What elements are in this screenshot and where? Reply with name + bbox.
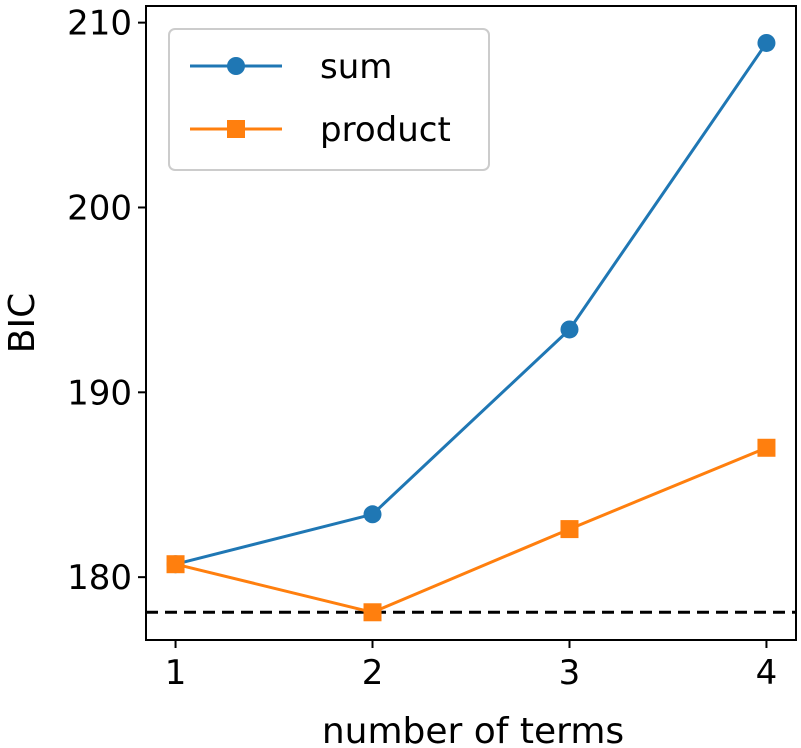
y-tick-label: 180 [67, 558, 132, 598]
point-product-3 [560, 520, 579, 539]
point-product-2 [363, 603, 382, 622]
x-axis-label: number of terms [322, 711, 624, 748]
series-line-sum [175, 42, 768, 566]
x-tick-label: 3 [559, 653, 581, 693]
point-sum-4 [757, 33, 776, 52]
plot-area [146, 33, 796, 622]
axis-ticks: 1 2 3 4 180 190 200 210 [67, 4, 777, 693]
legend: sum product [168, 28, 490, 171]
legend-product-marker [227, 120, 245, 138]
axes-frame [145, 5, 797, 641]
y-tick-label: 200 [67, 188, 132, 228]
x-tick-label: 1 [165, 653, 187, 693]
legend-sum-label: sum [320, 47, 392, 87]
point-sum-2 [363, 505, 382, 524]
legend-product-label: product [320, 110, 451, 150]
legend-box [168, 28, 490, 171]
point-sum-3 [560, 320, 579, 339]
x-tick-label: 2 [362, 653, 384, 693]
y-tick-label: 190 [67, 373, 132, 413]
x-tick-label: 4 [756, 653, 778, 693]
series-line-product [175, 446, 768, 614]
point-product-4 [757, 438, 776, 457]
point-product-1 [166, 555, 185, 574]
legend-sum-marker [227, 57, 245, 75]
y-tick-label: 210 [67, 4, 132, 44]
y-axis-label: BIC [2, 293, 43, 353]
